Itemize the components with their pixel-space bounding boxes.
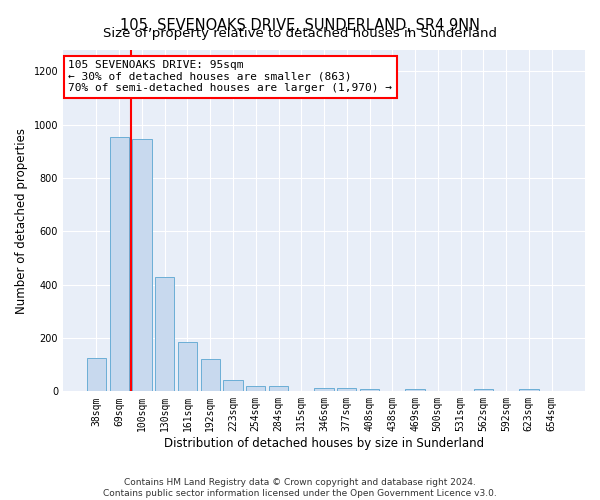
Bar: [269, 386, 288, 392]
Bar: [473, 389, 493, 392]
Bar: [314, 388, 334, 392]
Bar: [337, 388, 356, 392]
Bar: [519, 389, 539, 392]
Bar: [110, 136, 129, 392]
Bar: [132, 138, 152, 392]
Bar: [87, 358, 106, 392]
Bar: [200, 360, 220, 392]
Y-axis label: Number of detached properties: Number of detached properties: [15, 128, 28, 314]
Bar: [223, 380, 242, 392]
Text: 105 SEVENOAKS DRIVE: 95sqm
← 30% of detached houses are smaller (863)
70% of sem: 105 SEVENOAKS DRIVE: 95sqm ← 30% of deta…: [68, 60, 392, 94]
Bar: [155, 277, 175, 392]
Bar: [360, 389, 379, 392]
Bar: [178, 342, 197, 392]
Bar: [246, 386, 265, 392]
Text: Size of property relative to detached houses in Sunderland: Size of property relative to detached ho…: [103, 28, 497, 40]
Text: Contains HM Land Registry data © Crown copyright and database right 2024.
Contai: Contains HM Land Registry data © Crown c…: [103, 478, 497, 498]
Text: 105, SEVENOAKS DRIVE, SUNDERLAND, SR4 9NN: 105, SEVENOAKS DRIVE, SUNDERLAND, SR4 9N…: [120, 18, 480, 32]
X-axis label: Distribution of detached houses by size in Sunderland: Distribution of detached houses by size …: [164, 437, 484, 450]
Bar: [406, 389, 425, 392]
